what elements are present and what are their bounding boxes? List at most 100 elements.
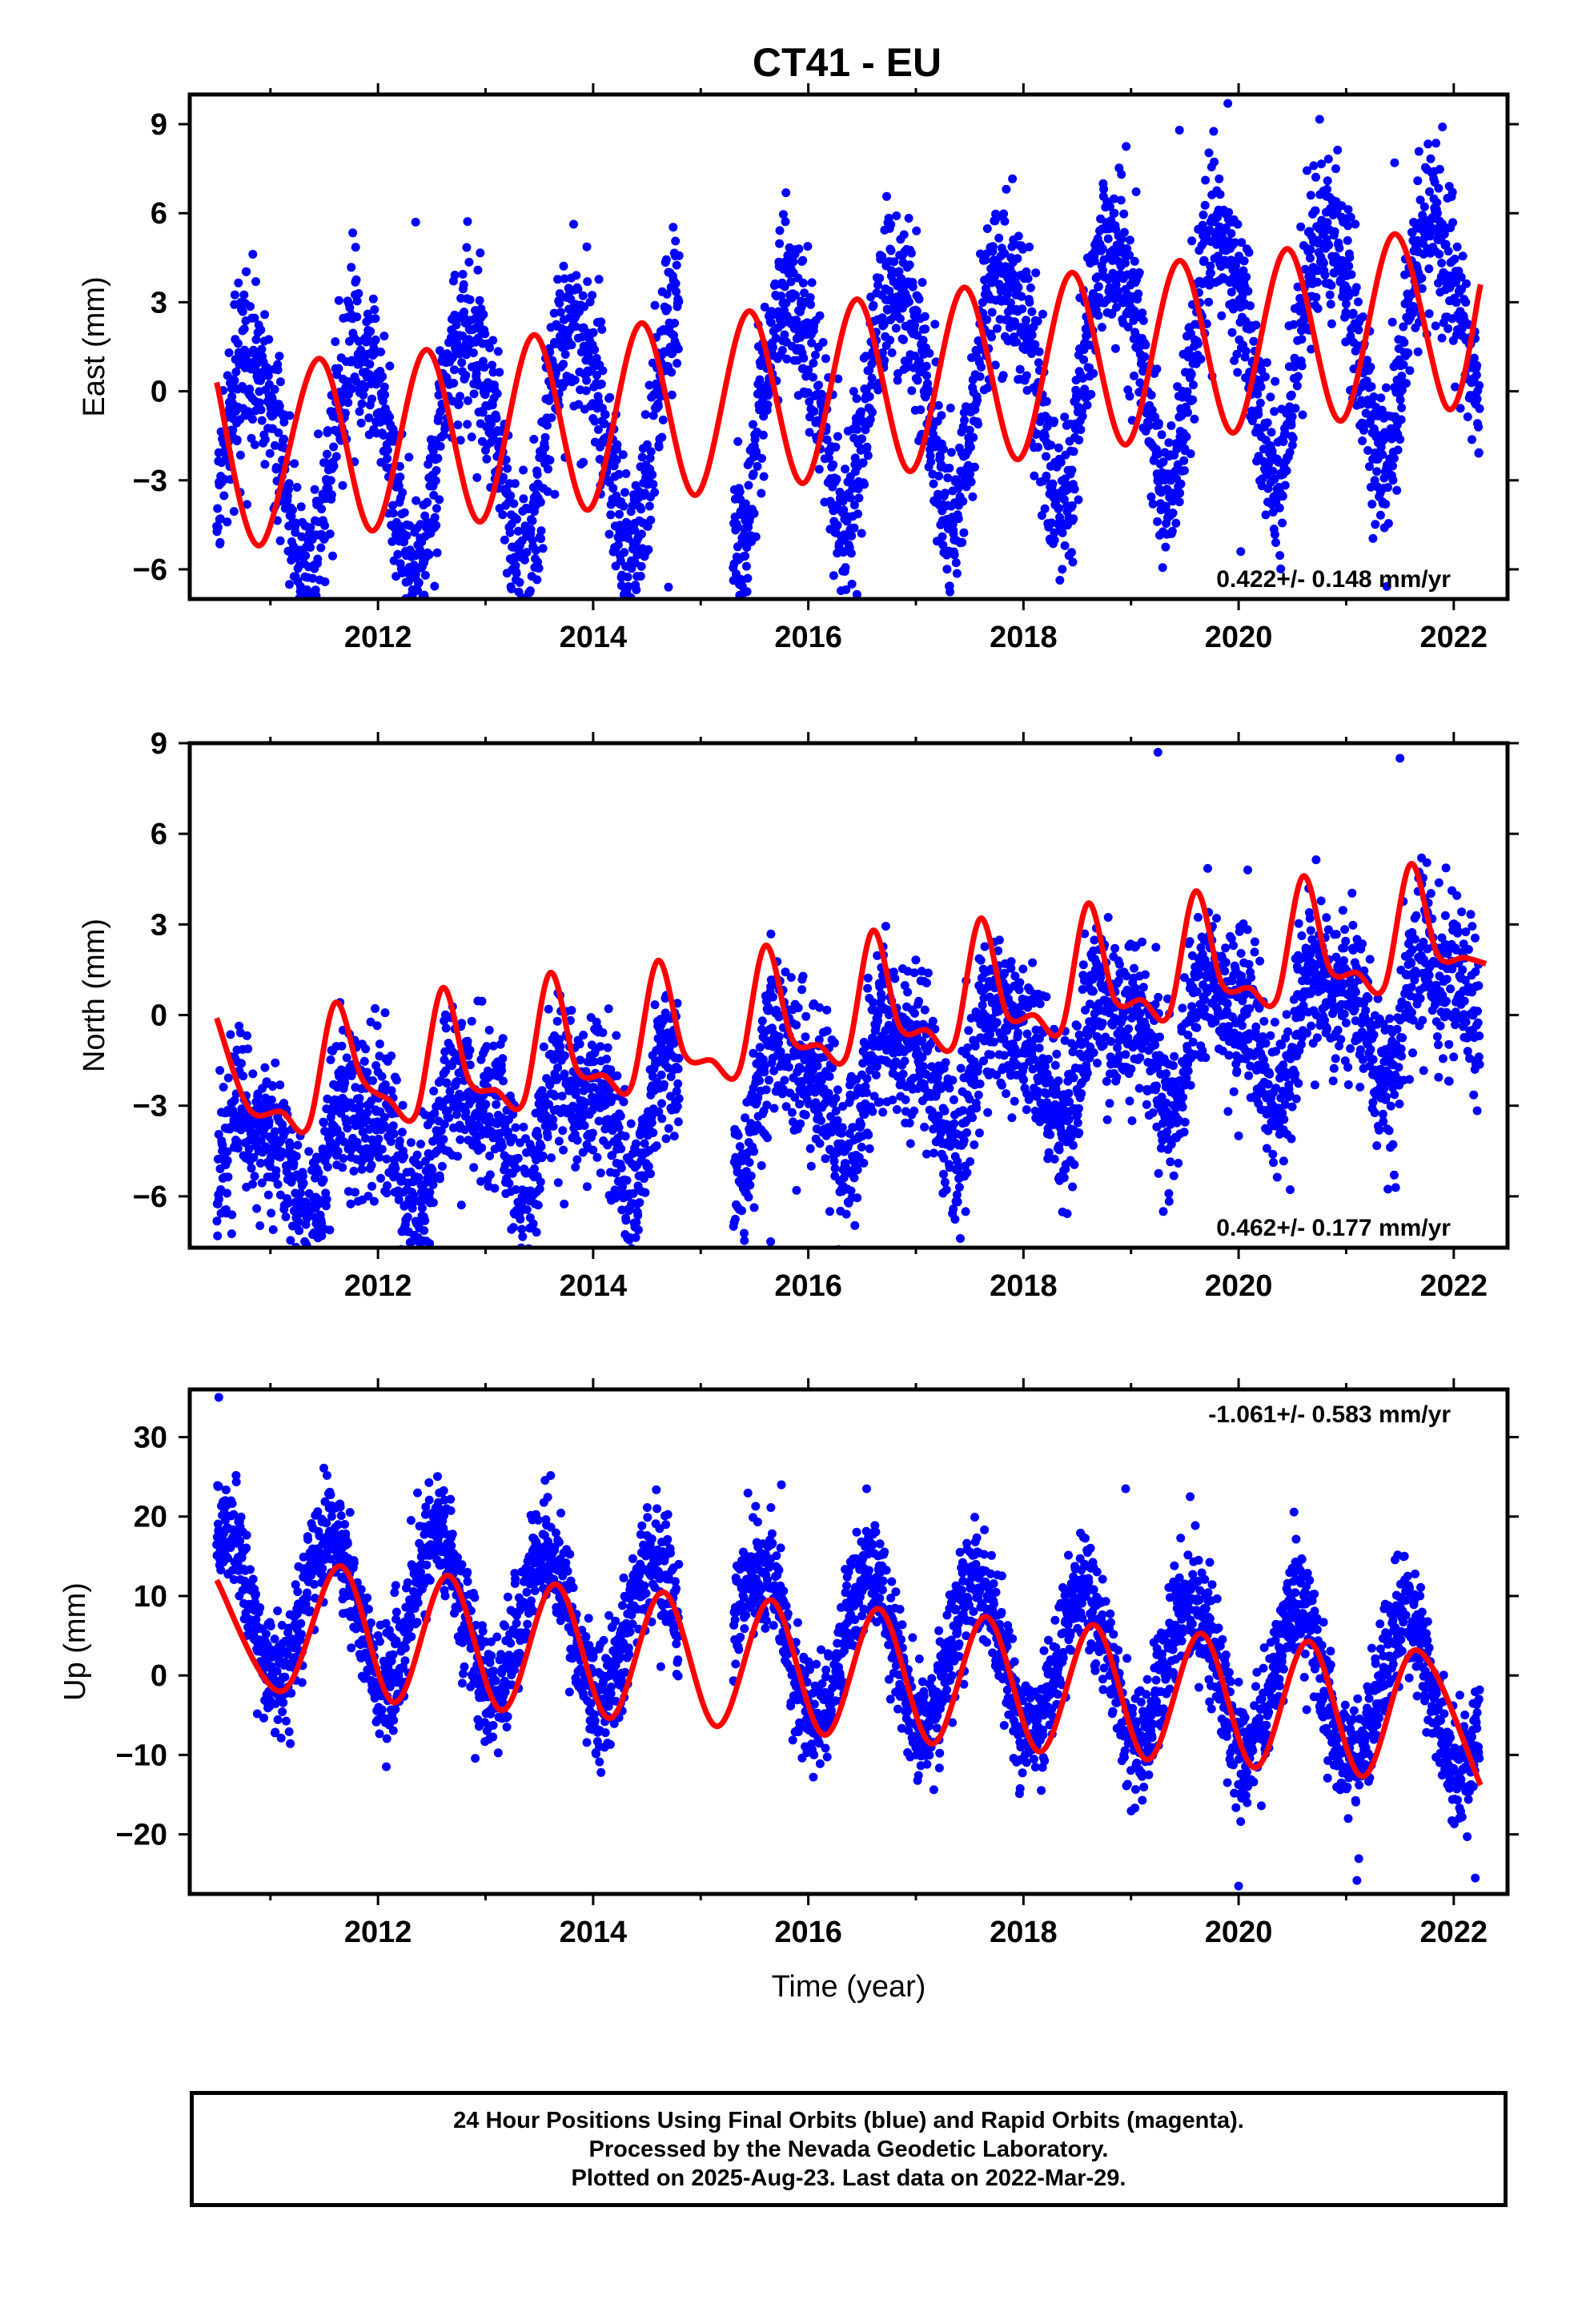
- data-point: [239, 290, 249, 300]
- data-point: [1438, 123, 1447, 131]
- data-point: [1414, 147, 1423, 156]
- data-point: [532, 1228, 541, 1237]
- data-point: [359, 1056, 369, 1066]
- data-point: [633, 1211, 643, 1220]
- data-point: [475, 1122, 484, 1132]
- data-point: [511, 677, 520, 686]
- data-point: [780, 282, 789, 292]
- data-point: [671, 279, 681, 288]
- data-point: [648, 411, 658, 420]
- data-point: [573, 284, 583, 294]
- data-point: [1117, 170, 1126, 179]
- data-point: [619, 1097, 628, 1107]
- data-point: [822, 435, 832, 444]
- data-point: [1031, 268, 1041, 278]
- data-point: [231, 367, 241, 376]
- data-point: [867, 373, 877, 383]
- data-point: [443, 1106, 452, 1116]
- data-point: [632, 1217, 641, 1227]
- data-point: [383, 445, 392, 455]
- data-point: [299, 619, 307, 628]
- data-point: [1060, 412, 1070, 422]
- data-point: [1366, 482, 1375, 492]
- data-point: [994, 233, 1004, 243]
- data-point: [1067, 465, 1077, 475]
- data-point: [1103, 234, 1113, 243]
- data-point: [1017, 292, 1026, 301]
- data-point: [375, 1039, 384, 1049]
- data-point: [540, 443, 550, 452]
- data-point: [1395, 395, 1405, 404]
- data-point: [1232, 349, 1242, 359]
- data-point: [1395, 435, 1405, 444]
- data-point: [611, 1192, 620, 1201]
- data-point: [974, 420, 983, 429]
- data-point: [509, 499, 519, 509]
- data-point: [1094, 282, 1103, 292]
- data-point: [580, 1121, 589, 1130]
- data-point: [1090, 256, 1099, 266]
- data-point: [1030, 471, 1039, 480]
- data-point: [1069, 514, 1078, 524]
- data-point: [674, 297, 684, 307]
- data-point: [436, 441, 445, 451]
- data-point: [429, 1086, 439, 1096]
- data-point: [536, 497, 545, 507]
- data-point: [976, 249, 985, 259]
- data-point: [673, 359, 682, 368]
- data-point: [465, 1045, 475, 1055]
- data-point: [763, 400, 773, 409]
- data-point: [644, 501, 654, 511]
- data-point: [215, 1066, 225, 1076]
- data-point: [448, 353, 457, 363]
- data-point: [386, 1137, 396, 1146]
- data-point: [296, 502, 306, 512]
- data-point: [257, 1178, 267, 1188]
- data-point: [1397, 372, 1407, 381]
- data-point: [275, 352, 284, 361]
- data-point: [468, 1127, 478, 1136]
- data-point: [388, 501, 398, 510]
- data-point: [520, 555, 529, 565]
- data-point: [741, 561, 751, 571]
- data-point: [749, 509, 759, 518]
- data-point: [1050, 528, 1059, 537]
- data-point: [908, 282, 917, 292]
- data-point: [365, 360, 375, 369]
- data-point: [468, 348, 478, 358]
- data-point: [245, 384, 255, 394]
- data-point: [257, 416, 267, 425]
- data-point: [412, 1293, 420, 1302]
- data-point: [925, 348, 934, 358]
- data-point: [243, 1031, 251, 1040]
- data-point: [511, 561, 520, 570]
- data-point: [615, 509, 624, 519]
- data-point: [589, 1057, 599, 1067]
- data-point: [547, 413, 556, 423]
- data-point: [1187, 236, 1197, 246]
- data-point: [636, 572, 645, 581]
- data-point: [285, 580, 294, 589]
- data-point: [301, 551, 311, 561]
- data-point: [338, 1163, 347, 1172]
- data-point: [1279, 437, 1288, 446]
- data-point: [1365, 462, 1374, 472]
- data-point: [517, 612, 526, 621]
- data-point: [488, 400, 497, 410]
- data-point: [405, 521, 415, 530]
- data-point: [794, 244, 804, 254]
- data-point: [845, 612, 854, 621]
- data-point: [420, 570, 430, 580]
- data-point: [553, 275, 563, 284]
- data-point: [463, 420, 472, 429]
- data-point: [432, 466, 441, 475]
- data-point: [223, 1172, 233, 1182]
- data-point: [1167, 526, 1177, 536]
- data-point: [416, 1140, 425, 1149]
- data-point: [450, 365, 459, 375]
- data-point: [1426, 154, 1435, 163]
- data-point: [517, 1224, 527, 1234]
- data-point: [433, 453, 443, 463]
- data-point: [1179, 466, 1189, 476]
- data-point: [545, 456, 555, 465]
